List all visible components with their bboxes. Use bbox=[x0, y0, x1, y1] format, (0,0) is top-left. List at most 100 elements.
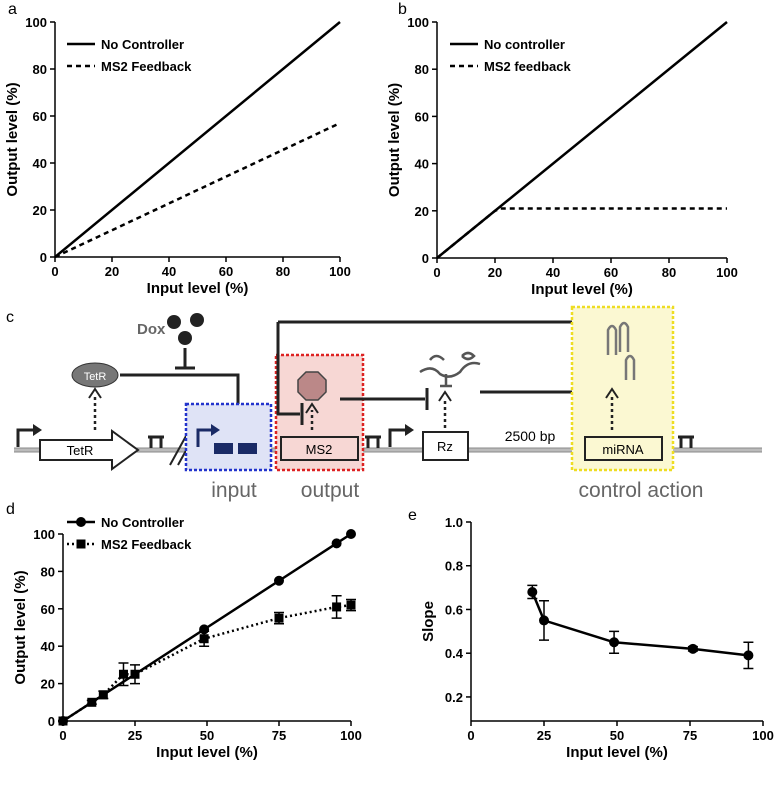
marker bbox=[76, 539, 86, 549]
mirna-hairpin bbox=[606, 321, 636, 380]
gene-label: miRNA bbox=[602, 442, 643, 457]
feedback-inhibition bbox=[276, 320, 590, 425]
marker bbox=[346, 529, 356, 539]
marker bbox=[274, 575, 284, 586]
y-tick-label: 0.2 bbox=[445, 690, 463, 705]
terminator bbox=[678, 435, 694, 448]
chart: d 0 25 50 75 100 0 20 40 60 80 100 Input level (%) Ou… bbox=[6, 501, 362, 761]
marker bbox=[346, 600, 356, 610]
x-tick-label: 80 bbox=[276, 264, 290, 279]
marker bbox=[539, 615, 549, 626]
circuit-diagram: c Dox TetR TetR input MS2 output Rz 2500… bbox=[6, 305, 762, 502]
x-axis-label: Input level (%) bbox=[531, 281, 633, 298]
y-axis-label: Output level (%) bbox=[4, 82, 21, 196]
ms2-protein bbox=[297, 371, 327, 401]
x-tick-label: 50 bbox=[610, 728, 624, 743]
y-tick-label: 80 bbox=[415, 62, 429, 77]
y-tick-label: 40 bbox=[415, 157, 429, 172]
promoter bbox=[388, 428, 408, 447]
arrowhead bbox=[438, 390, 452, 402]
panel-label: e bbox=[408, 507, 417, 524]
x-axis-label: Input level (%) bbox=[156, 744, 258, 761]
arrowhead bbox=[33, 424, 42, 436]
x-tick-label: 20 bbox=[105, 264, 119, 279]
x-tick-label: 100 bbox=[716, 265, 738, 280]
x-tick-label: 80 bbox=[662, 265, 676, 280]
x-tick-label: 40 bbox=[162, 264, 176, 279]
legend-label: MS2 Feedback bbox=[101, 59, 192, 74]
legend-label: No Controller bbox=[101, 37, 184, 52]
x-tick-label: 75 bbox=[683, 728, 697, 743]
legend-label: No controller bbox=[484, 37, 565, 52]
y-tick-label: 100 bbox=[407, 15, 429, 30]
series-line bbox=[54, 21, 341, 258]
y-tick-label: 0.6 bbox=[445, 602, 463, 617]
input-region bbox=[184, 402, 273, 472]
x-tick-label: 100 bbox=[752, 728, 774, 743]
y-tick-label: 1.0 bbox=[445, 515, 463, 530]
series-line bbox=[436, 21, 728, 259]
y-tick-label: 40 bbox=[33, 156, 47, 171]
dox-molecule bbox=[167, 315, 181, 329]
y-axis-label: Output level (%) bbox=[386, 83, 403, 197]
panel-label: d bbox=[6, 501, 15, 518]
legend-label: MS2 Feedback bbox=[101, 537, 192, 552]
dox-molecule bbox=[178, 331, 192, 345]
y-tick-label: 0 bbox=[422, 251, 429, 266]
x-tick-label: 25 bbox=[537, 728, 551, 743]
distance-label: 2500 bp bbox=[505, 428, 556, 444]
x-tick-label: 0 bbox=[59, 728, 66, 743]
region-label: output bbox=[301, 479, 360, 502]
x-tick-label: 0 bbox=[51, 264, 58, 279]
x-tick-label: 60 bbox=[219, 264, 233, 279]
x-tick-label: 60 bbox=[604, 265, 618, 280]
promoter bbox=[16, 428, 36, 447]
chart: e 0 25 50 75 100 0.2 0.4 0.6 0.8 1.0 Input level (%… bbox=[408, 507, 774, 761]
promoter bbox=[196, 428, 214, 447]
x-tick-label: 100 bbox=[329, 264, 351, 279]
chart: b 0 20 40 60 80 100 0 20 40 60 80 100 Input level (%)… bbox=[386, 1, 738, 298]
inhibition bbox=[175, 348, 195, 370]
inhibition bbox=[480, 381, 579, 403]
gene-label: MS2 bbox=[306, 442, 333, 457]
arrowhead bbox=[605, 387, 619, 399]
ribozyme bbox=[419, 351, 481, 388]
series-line bbox=[531, 591, 749, 657]
y-tick-label: 80 bbox=[33, 62, 47, 77]
marker bbox=[76, 517, 86, 527]
marker bbox=[98, 690, 108, 700]
y-axis-label: Slope bbox=[420, 601, 437, 642]
gene-box bbox=[584, 436, 663, 461]
region-label: control action bbox=[579, 479, 704, 502]
x-tick-label: 40 bbox=[546, 265, 560, 280]
terminator bbox=[365, 435, 381, 448]
dox-molecule bbox=[190, 313, 204, 327]
marker bbox=[743, 650, 754, 661]
inhibition bbox=[340, 388, 429, 410]
arrowhead bbox=[405, 424, 414, 436]
gene-box bbox=[422, 431, 469, 461]
x-tick-label: 25 bbox=[128, 728, 142, 743]
arrowhead bbox=[211, 424, 220, 436]
region-label: input bbox=[211, 479, 257, 502]
arrowhead bbox=[305, 402, 319, 414]
series-line bbox=[62, 603, 352, 723]
marker bbox=[687, 643, 698, 654]
y-tick-label: 20 bbox=[41, 677, 55, 692]
operator bbox=[214, 443, 233, 454]
gene-label: Rz bbox=[437, 439, 453, 454]
y-tick-label: 0 bbox=[40, 250, 47, 265]
panel-label: c bbox=[6, 309, 14, 326]
x-tick-label: 0 bbox=[433, 265, 440, 280]
gene-arrow bbox=[39, 429, 140, 471]
y-tick-label: 0.4 bbox=[445, 646, 464, 661]
x-tick-label: 50 bbox=[200, 728, 214, 743]
x-tick-label: 0 bbox=[467, 728, 474, 743]
marker bbox=[118, 669, 128, 679]
marker bbox=[199, 634, 209, 644]
series-line bbox=[54, 121, 341, 259]
repressor-label: TetR bbox=[84, 371, 107, 383]
marker bbox=[527, 586, 538, 597]
series-line bbox=[436, 207, 727, 259]
